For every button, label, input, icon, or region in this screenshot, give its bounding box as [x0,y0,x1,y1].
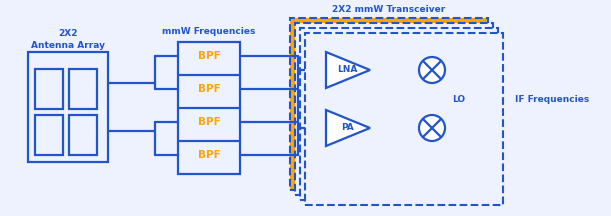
Bar [69,69,97,109]
Bar [35,69,63,109]
Text: PA: PA [341,124,354,132]
Text: 2X2: 2X2 [58,30,78,38]
Polygon shape [326,52,370,88]
Bar [300,28,498,200]
Text: LO: LO [452,95,465,103]
Bar [69,115,97,155]
Text: BPF: BPF [197,51,221,61]
Bar [290,18,488,190]
Text: 2X2 mmW Transceiver: 2X2 mmW Transceiver [332,5,445,14]
Text: BPF: BPF [197,117,221,127]
Bar [28,52,108,162]
Bar [178,42,240,174]
Polygon shape [326,110,370,146]
Circle shape [419,57,445,83]
Text: LNA: LNA [337,65,357,75]
Bar [295,23,493,195]
Text: BPF: BPF [197,150,221,160]
Bar [305,33,503,205]
Text: BPF: BPF [197,84,221,94]
Circle shape [419,115,445,141]
Text: IF Frequencies: IF Frequencies [515,95,589,103]
Text: Antenna Array: Antenna Array [31,41,105,51]
Bar [35,115,63,155]
Text: mmW Frequencies: mmW Frequencies [163,27,255,37]
